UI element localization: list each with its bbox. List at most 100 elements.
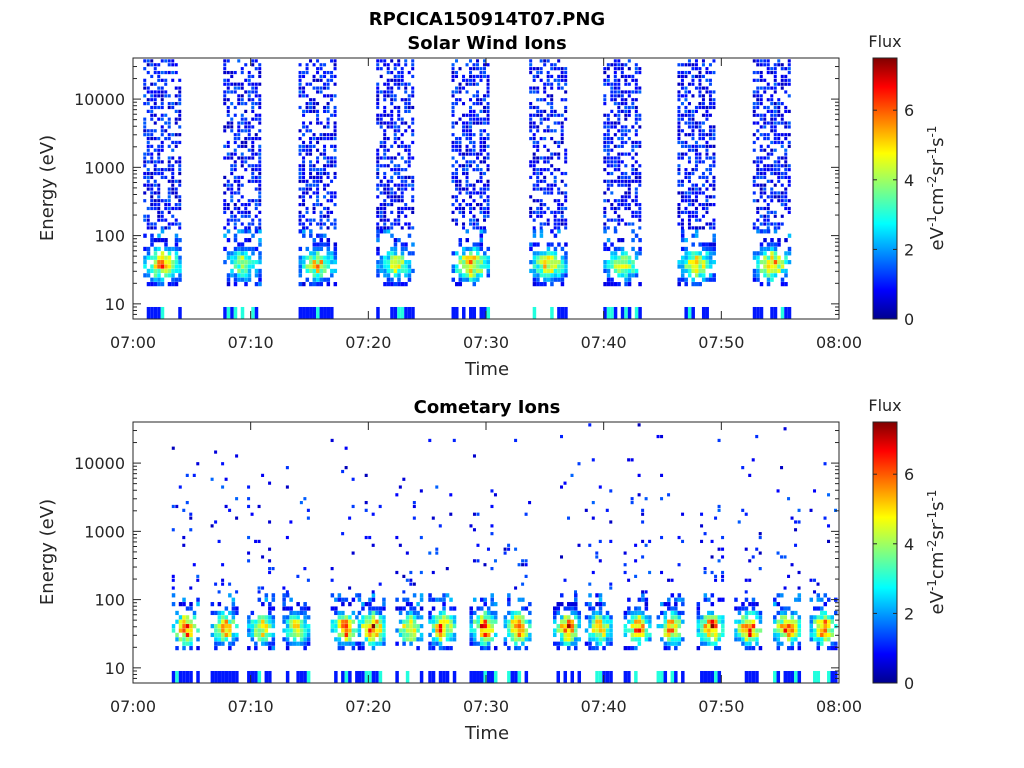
heatmap-cell xyxy=(442,670,446,683)
heatmap-cell xyxy=(323,206,327,211)
heatmap-cell xyxy=(326,251,331,256)
heatmap-cell xyxy=(631,222,635,226)
heatmap-cell xyxy=(153,251,158,256)
heatmap-cell xyxy=(756,98,760,102)
heatmap-cell xyxy=(624,90,628,94)
heatmap-cell xyxy=(705,199,709,203)
heatmap-cell xyxy=(146,63,150,67)
heatmap-cell xyxy=(617,273,621,278)
heatmap-cell xyxy=(285,632,290,638)
heatmap-cell xyxy=(400,195,404,199)
heatmap-cell xyxy=(756,199,760,203)
heatmap-cell xyxy=(507,597,511,602)
heatmap-cell xyxy=(404,129,408,133)
heatmap-cell xyxy=(570,602,575,607)
heatmap-cell xyxy=(609,615,613,620)
heatmap-cell xyxy=(708,82,712,86)
heatmap-cell xyxy=(563,628,568,633)
heatmap-cell xyxy=(254,539,258,544)
heatmap-cell xyxy=(230,195,234,199)
heatmap-cell xyxy=(298,70,302,75)
heatmap-cell xyxy=(638,206,642,211)
heatmap-cell xyxy=(564,152,568,156)
heatmap-cell xyxy=(721,574,725,578)
heatmap-cell xyxy=(691,233,695,238)
heatmap-cell xyxy=(816,582,820,586)
heatmap-cell xyxy=(386,226,390,230)
heatmap-cell xyxy=(759,94,763,98)
heatmap-cell xyxy=(631,105,635,110)
heatmap-cell xyxy=(160,277,165,282)
heatmap-cell xyxy=(312,74,316,79)
heatmap-cell xyxy=(705,260,709,265)
heatmap-cell xyxy=(620,129,624,133)
heatmap-cell xyxy=(167,117,171,121)
heatmap-cell xyxy=(613,229,618,234)
heatmap-cell xyxy=(766,136,770,141)
heatmap-cell xyxy=(383,94,387,98)
heatmap-cell xyxy=(510,615,515,620)
heatmap-cell xyxy=(330,222,334,226)
heatmap-cell xyxy=(404,86,408,90)
heatmap-cell xyxy=(630,619,635,624)
heatmap-cell xyxy=(631,98,635,102)
heatmap-cell xyxy=(196,628,200,633)
heatmap-cell xyxy=(634,109,638,113)
heatmap-cell xyxy=(167,199,171,203)
heatmap-cell xyxy=(226,206,230,211)
heatmap-cell xyxy=(476,251,480,256)
heatmap-cell xyxy=(797,641,802,646)
heatmap-cell xyxy=(517,670,522,683)
heatmap-cell xyxy=(333,226,337,230)
heatmap-cell xyxy=(379,255,384,260)
heatmap-cell xyxy=(479,206,483,211)
heatmap-cell xyxy=(691,94,695,98)
heatmap-cell xyxy=(631,214,635,218)
colorbar-tick-label: 4 xyxy=(904,171,914,190)
heatmap-cell xyxy=(710,628,715,633)
heatmap-cell xyxy=(539,255,544,260)
heatmap-cell xyxy=(472,246,477,252)
heatmap-cell xyxy=(532,242,537,247)
heatmap-cell xyxy=(680,82,684,86)
heatmap-cell xyxy=(667,646,671,651)
heatmap-cell xyxy=(411,183,415,187)
heatmap-cell xyxy=(773,168,777,172)
heatmap-cell xyxy=(705,175,709,180)
heatmap-cell xyxy=(752,113,756,117)
heatmap-cell xyxy=(153,67,157,71)
heatmap-cell xyxy=(302,195,306,199)
heatmap-cell xyxy=(644,632,649,638)
heatmap-cell xyxy=(185,624,190,629)
heatmap-cell xyxy=(258,229,262,234)
heatmap-cell xyxy=(298,282,303,287)
heatmap-cell xyxy=(680,78,684,82)
heatmap-cell xyxy=(230,214,234,218)
heatmap-cell xyxy=(465,171,469,176)
heatmap-cell xyxy=(298,82,302,86)
heatmap-cell xyxy=(687,148,691,152)
heatmap-cell xyxy=(428,619,432,624)
heatmap-cell xyxy=(226,277,231,282)
heatmap-cell xyxy=(235,590,239,594)
heatmap-cell xyxy=(157,86,161,90)
heatmap-cell xyxy=(784,90,788,94)
heatmap-cell xyxy=(382,602,386,607)
heatmap-cell xyxy=(694,74,698,79)
heatmap-cell xyxy=(143,152,147,156)
heatmap-cell xyxy=(546,160,550,164)
heatmap-cell xyxy=(698,226,702,230)
heatmap-cell xyxy=(160,86,164,90)
heatmap-cell xyxy=(451,102,455,106)
heatmap-cell xyxy=(624,203,628,207)
heatmap-cell xyxy=(226,121,230,125)
heatmap-cell xyxy=(312,306,317,319)
heatmap-cell xyxy=(469,105,473,110)
heatmap-cell xyxy=(553,641,557,646)
heatmap-cell xyxy=(823,516,827,520)
heatmap-cell xyxy=(641,597,645,602)
heatmap-cell xyxy=(763,229,767,234)
heatmap-cell xyxy=(146,268,151,274)
heatmap-cell xyxy=(680,102,684,106)
colorbar-label: eV-1cm-2sr-1s-1 xyxy=(925,126,948,251)
